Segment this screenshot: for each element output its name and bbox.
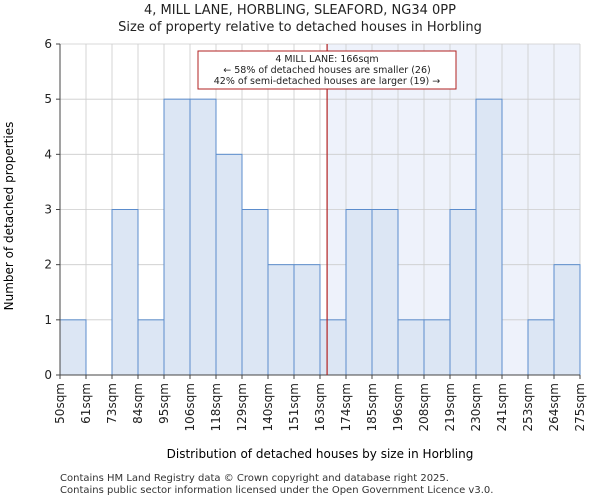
histogram-bar — [345, 209, 373, 376]
x-tick-label: 264sqm — [547, 383, 561, 431]
chart-title: 4, MILL LANE, HORBLING, SLEAFORD, NG34 0… — [144, 3, 456, 18]
x-axis-label: Distribution of detached houses by size … — [167, 447, 474, 461]
histogram-bar — [59, 319, 87, 376]
x-tick-label: 208sqm — [417, 383, 431, 431]
x-tick-label: 106sqm — [183, 383, 197, 431]
histogram-bar — [553, 264, 581, 376]
histogram-bar — [527, 319, 555, 376]
x-tick-label: 275sqm — [573, 383, 587, 431]
x-tick-label: 174sqm — [339, 383, 353, 431]
histogram-bar — [163, 98, 191, 376]
x-tick-label: 84sqm — [131, 383, 145, 424]
histogram-bar — [397, 319, 425, 376]
chart-subtitle: Size of property relative to detached ho… — [118, 20, 482, 35]
histogram-bar — [267, 264, 295, 376]
x-tick-label: 253sqm — [521, 383, 535, 431]
histogram-bar — [189, 98, 217, 376]
x-tick-label: 185sqm — [365, 383, 379, 431]
histogram-bar — [111, 209, 139, 376]
x-tick-label: 61sqm — [79, 383, 93, 424]
y-tick-label: 4 — [44, 147, 52, 161]
histogram-bar — [475, 98, 503, 376]
y-axis-label: Number of detached properties — [2, 122, 16, 311]
x-tick-label: 140sqm — [261, 383, 275, 431]
x-tick-label: 163sqm — [313, 383, 327, 431]
x-tick-label: 151sqm — [287, 383, 301, 431]
footer-licence: Contains public sector information licen… — [60, 485, 494, 496]
x-tick-label: 230sqm — [469, 383, 483, 431]
x-tick-label: 196sqm — [391, 383, 405, 431]
histogram-bar — [215, 153, 243, 376]
annotation-larger: 42% of semi-detached houses are larger (… — [214, 76, 441, 87]
annotation-smaller: ← 58% of detached houses are smaller (26… — [223, 65, 430, 76]
histogram-bar — [293, 264, 321, 376]
histogram-bar — [423, 319, 451, 376]
x-tick-label: 129sqm — [235, 383, 249, 431]
x-tick-label: 219sqm — [443, 383, 457, 431]
annotation-title: 4 MILL LANE: 166sqm — [275, 54, 378, 65]
x-tick-label: 50sqm — [53, 383, 67, 424]
x-tick-label: 241sqm — [495, 383, 509, 431]
footer-copyright: Contains HM Land Registry data © Crown c… — [60, 473, 449, 484]
x-tick-label: 118sqm — [209, 383, 223, 431]
y-tick-label: 3 — [44, 203, 52, 217]
y-tick-label: 6 — [44, 37, 52, 51]
y-tick-label: 5 — [44, 92, 52, 106]
histogram-bar — [449, 209, 477, 376]
y-tick-label: 0 — [44, 368, 52, 382]
y-tick-label: 1 — [44, 313, 52, 327]
histogram-bar — [241, 209, 269, 376]
histogram-bar — [137, 319, 165, 376]
y-tick-label: 2 — [44, 258, 52, 272]
histogram-bar — [371, 209, 399, 376]
x-tick-label: 73sqm — [105, 383, 119, 424]
histogram-bar — [319, 319, 347, 376]
x-tick-label: 95sqm — [157, 383, 171, 424]
annotation-box — [197, 50, 457, 90]
